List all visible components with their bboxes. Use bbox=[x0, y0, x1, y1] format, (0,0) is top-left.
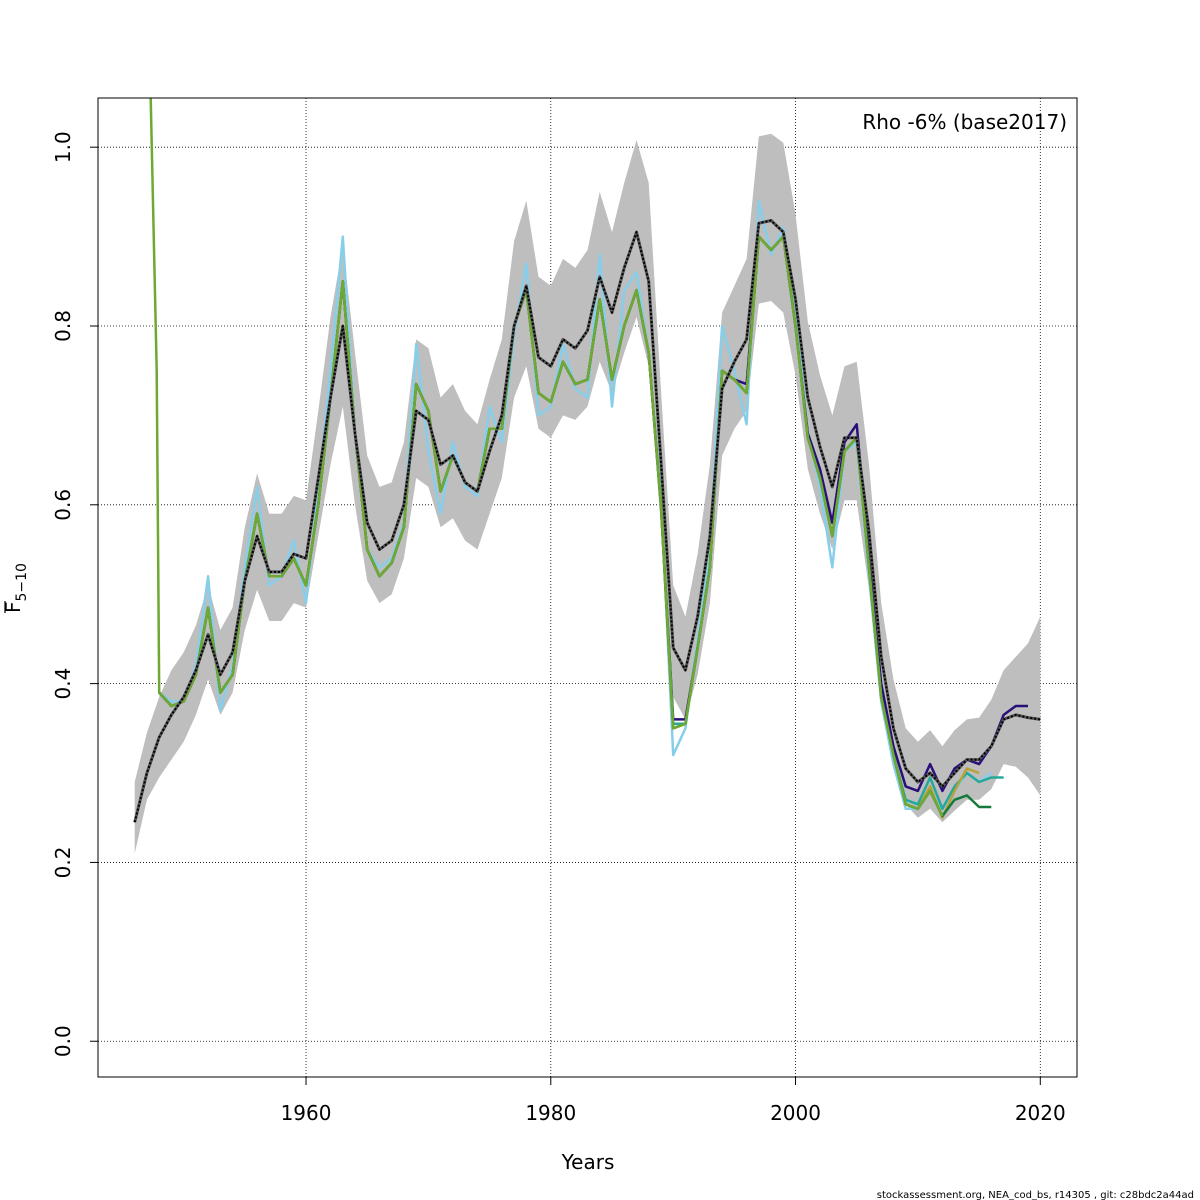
plot-frame bbox=[97, 97, 1078, 1078]
base-series-layer bbox=[133, 219, 1041, 823]
y-axis: 0.0 0.2 0.4 0.6 0.8 1.0 bbox=[51, 131, 98, 1057]
y-tick-label: 1.0 bbox=[51, 131, 75, 163]
y-axis-title-main: F5−10 bbox=[1, 563, 30, 613]
retro-series-line-1 bbox=[158, 199, 993, 811]
footer-source: stockassessment.org, NEA_cod_bs, r14305 … bbox=[877, 1190, 1194, 1200]
y-tick-label: 0.8 bbox=[51, 310, 75, 342]
x-tick-label: 2000 bbox=[770, 1101, 821, 1125]
y-axis-title: F5−10 bbox=[1, 563, 30, 613]
x-axis-title: Years bbox=[561, 1150, 615, 1174]
confidence-band-layer bbox=[134, 133, 1041, 854]
confidence-band bbox=[134, 133, 1041, 854]
retro-series-layer bbox=[149, 98, 1028, 819]
x-tick-label: 2020 bbox=[1015, 1101, 1066, 1125]
x-tick-label: 1980 bbox=[525, 1101, 576, 1125]
y-tick-label: 0.4 bbox=[51, 668, 75, 700]
y-axis-title-letter: F bbox=[1, 601, 25, 613]
rho-annotation: Rho -6% (base2017) bbox=[862, 110, 1067, 134]
base-estimate-dotted bbox=[133, 219, 1041, 823]
x-tick-label: 1960 bbox=[281, 1101, 332, 1125]
retro-series-line-6 bbox=[149, 98, 944, 817]
y-axis-title-subscript: 5−10 bbox=[14, 563, 30, 601]
y-tick-label: 0.2 bbox=[51, 847, 75, 879]
y-tick-label: 0.6 bbox=[51, 489, 75, 521]
y-tick-label: 0.0 bbox=[51, 1025, 75, 1057]
x-axis: 1960 1980 2000 2020 bbox=[281, 1077, 1066, 1125]
